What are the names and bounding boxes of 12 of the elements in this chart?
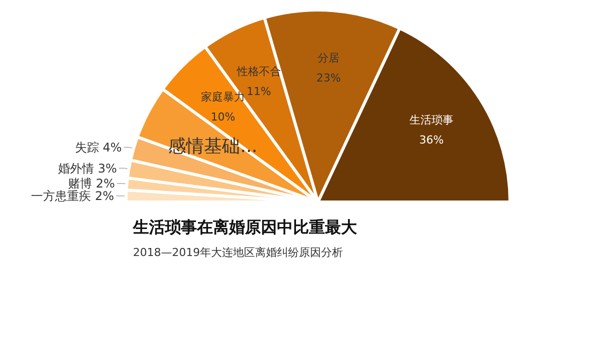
slice-label: 生活琐事 — [409, 113, 454, 126]
slice-label: 婚外情 3% — [58, 161, 117, 176]
data-label: 36% — [419, 133, 444, 146]
data-label: 23% — [316, 72, 341, 85]
slice-label: 失踪 4% — [74, 140, 122, 154]
slice-label: 赌博 2% — [68, 176, 115, 191]
data-label: 10% — [210, 110, 236, 124]
text: 生活琐事在离婚原因中比重最大 — [132, 218, 358, 236]
slice-label: 一方患重疾 2% — [31, 188, 114, 203]
text: 2018—2019年大连地区离婚纠纷原因分析 — [133, 246, 343, 259]
slice-label: 分居 — [318, 52, 340, 65]
data-label: 11% — [246, 84, 272, 98]
